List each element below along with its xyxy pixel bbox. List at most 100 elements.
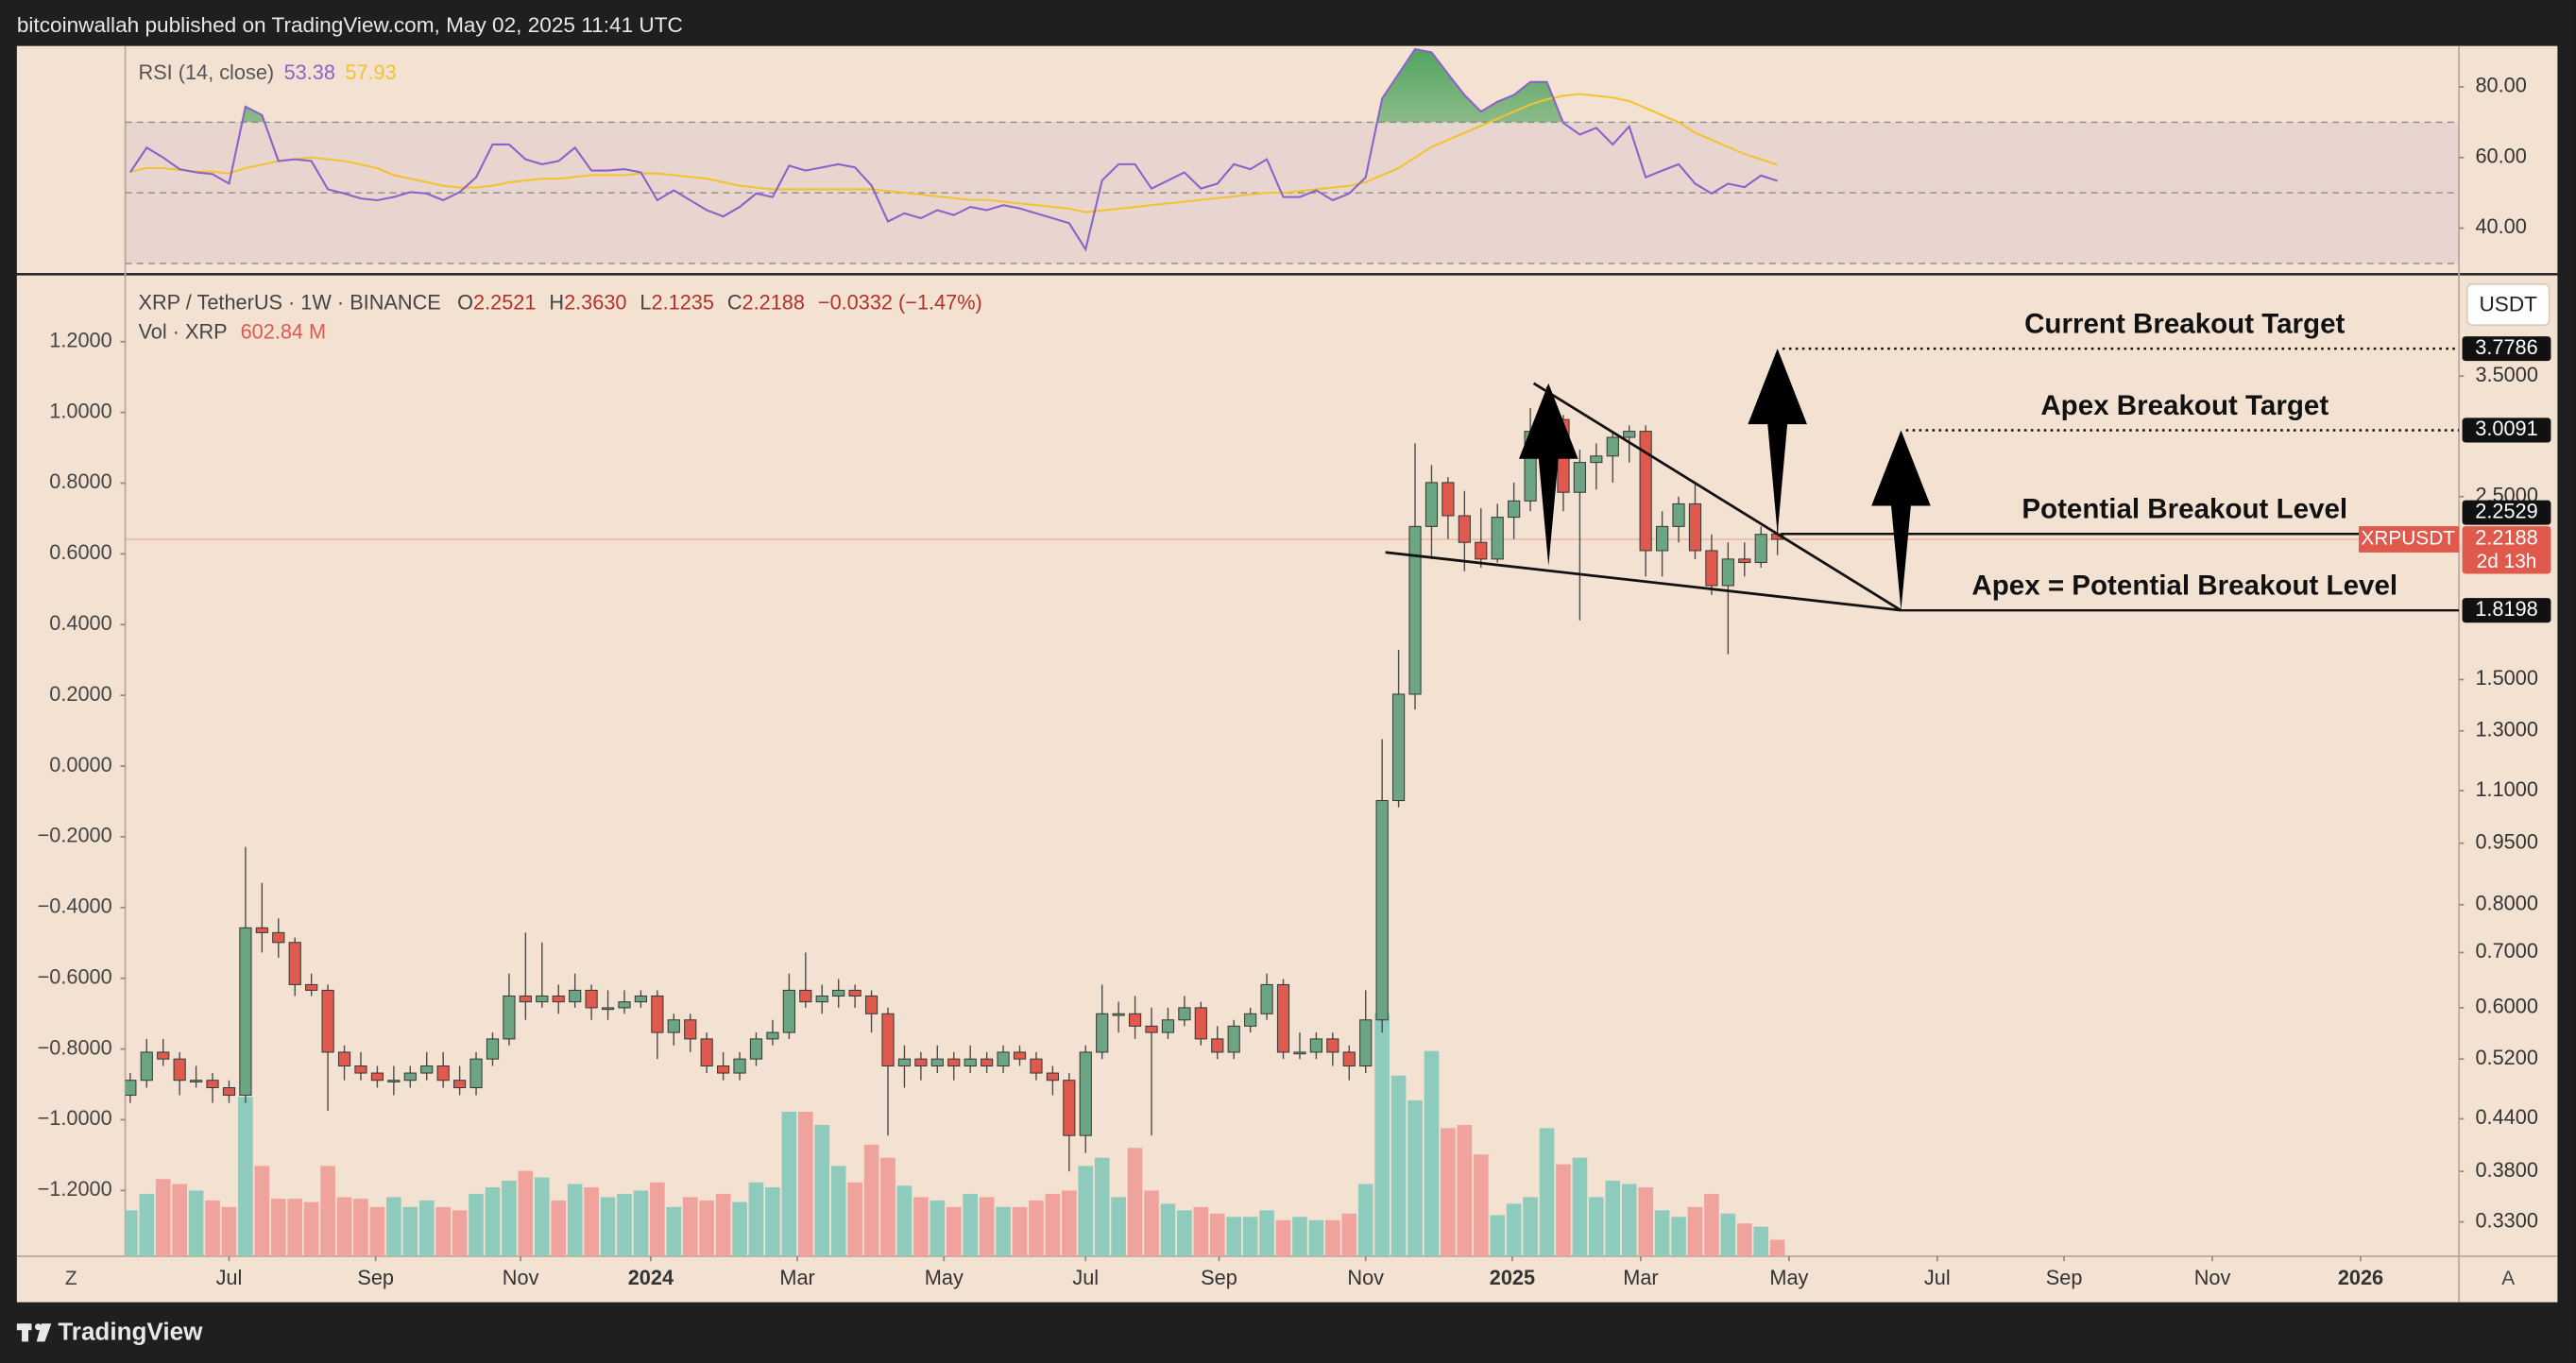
- candle-body: [947, 1058, 961, 1067]
- candle-body: [848, 989, 862, 997]
- volume-bar: [1621, 1184, 1637, 1256]
- main-plot: [125, 347, 2460, 1256]
- volume-bar: [125, 1210, 138, 1256]
- volume-bar: [1029, 1200, 1044, 1256]
- volume-bar: [1769, 1239, 1785, 1256]
- timezone-button[interactable]: Z: [65, 1268, 77, 1289]
- candle-body: [1227, 1025, 1240, 1053]
- level-annotation: Apex Breakout Target: [2040, 390, 2329, 421]
- left-tick-label: 1.0000: [49, 399, 111, 422]
- volume-bar: [1259, 1210, 1274, 1256]
- candle-body: [189, 1080, 203, 1082]
- volume-bar: [402, 1206, 418, 1256]
- chart-area: [16, 45, 2558, 1303]
- volume-bar: [584, 1186, 599, 1256]
- time-tick-label: 2025: [1490, 1266, 1535, 1289]
- candle-body: [749, 1038, 763, 1060]
- volume-bar: [452, 1210, 468, 1256]
- candle-body: [634, 995, 648, 1003]
- volume-bar: [1078, 1166, 1094, 1256]
- ohlc-value: 2.2521: [473, 290, 536, 314]
- candle-body: [1293, 1051, 1306, 1055]
- candle-body: [700, 1038, 713, 1067]
- volume-bar: [1292, 1217, 1307, 1256]
- volume-bar: [1704, 1193, 1719, 1256]
- price-tick-label: 0.6000: [2475, 995, 2537, 1018]
- auto-scale-button[interactable]: A: [2501, 1268, 2515, 1289]
- volume-bar: [1457, 1124, 1473, 1256]
- left-tick-label: 0.2000: [49, 682, 111, 706]
- candle-body: [536, 995, 549, 1003]
- candle-body: [1705, 550, 1718, 587]
- candle-body: [1013, 1051, 1027, 1060]
- candle-body: [140, 1051, 153, 1082]
- candle-body: [981, 1058, 994, 1067]
- symbol-legend: XRP / TetherUS · 1W · BINANCE: [139, 290, 441, 314]
- volume-bar: [1473, 1154, 1489, 1256]
- volume-bar: [1490, 1215, 1506, 1256]
- rsi-legend-name: RSI (14, close): [139, 60, 275, 84]
- left-tick-label: −1.0000: [38, 1106, 112, 1130]
- level-annotation: Apex = Potential Breakout Level: [1971, 571, 2397, 602]
- candle-body: [1276, 983, 1290, 1053]
- candle-body: [239, 927, 252, 1097]
- time-tick-label: Mar: [779, 1266, 814, 1289]
- volume-bar: [502, 1181, 517, 1256]
- candle-body: [1244, 1013, 1257, 1027]
- level-annotation: Current Breakout Target: [2024, 309, 2345, 340]
- candle-body: [684, 1019, 697, 1040]
- rsi-tick-label: 60.00: [2475, 145, 2526, 168]
- currency-box[interactable]: [2465, 282, 2550, 327]
- candle-body: [222, 1086, 236, 1097]
- candle-body: [1128, 1013, 1142, 1027]
- volume-bar: [633, 1190, 649, 1256]
- volume-bar: [205, 1200, 220, 1256]
- candle-body: [815, 995, 828, 1003]
- candle-body: [1606, 436, 1619, 457]
- volume-bar: [270, 1199, 286, 1256]
- price-tick-label: 0.3300: [2475, 1208, 2537, 1232]
- volume-bar: [1127, 1148, 1143, 1256]
- brand-name: TradingView: [58, 1318, 203, 1346]
- volume-bar: [254, 1166, 270, 1256]
- level-price-label: 3.7786: [2475, 335, 2537, 359]
- volume-bar: [814, 1124, 830, 1256]
- candle-body: [272, 931, 285, 944]
- volume-bar: [732, 1201, 747, 1256]
- time-tick-label: Sep: [2046, 1266, 2083, 1289]
- left-tick-label: −0.4000: [38, 894, 112, 918]
- candle-body: [1475, 541, 1488, 560]
- volume-bar: [469, 1193, 484, 1256]
- candle-body: [1738, 558, 1751, 564]
- left-tick-label: −0.6000: [38, 964, 112, 988]
- candle-body: [305, 983, 318, 991]
- level-price-label: 3.0091: [2475, 417, 2537, 440]
- volume-bar: [1506, 1203, 1522, 1256]
- ohlc-value: 2.1235: [652, 290, 714, 314]
- candle-body: [436, 1065, 450, 1082]
- level-price-label: 1.8198: [2475, 597, 2537, 621]
- price-tick-label: 0.4400: [2475, 1105, 2537, 1129]
- price-tick-label: 0.9500: [2475, 829, 2537, 853]
- candle-body: [1063, 1080, 1076, 1136]
- price-tick-label: 1.3000: [2475, 717, 2537, 741]
- rsi-overbought-fill: [129, 49, 1778, 123]
- candle-body: [1672, 503, 1685, 527]
- volume-bar: [1523, 1197, 1538, 1256]
- change-label: −0.0332 (−1.47%): [818, 290, 982, 314]
- left-tick-label: −1.2000: [38, 1177, 112, 1201]
- candle-body: [1046, 1072, 1059, 1082]
- trendline: [1385, 551, 1902, 612]
- volume-bar: [1736, 1223, 1752, 1256]
- volume-bar: [320, 1166, 335, 1256]
- candle-body: [1178, 1007, 1191, 1021]
- candle-body: [569, 989, 582, 1003]
- publish-info: bitcoinwallah published on TradingView.c…: [17, 13, 683, 37]
- time-tick-label: Mar: [1623, 1266, 1658, 1289]
- time-tick-label: Jul: [1924, 1266, 1951, 1289]
- volume-bar: [913, 1197, 929, 1256]
- volume-bar: [996, 1206, 1011, 1256]
- currency-label[interactable]: USDT: [2479, 292, 2537, 315]
